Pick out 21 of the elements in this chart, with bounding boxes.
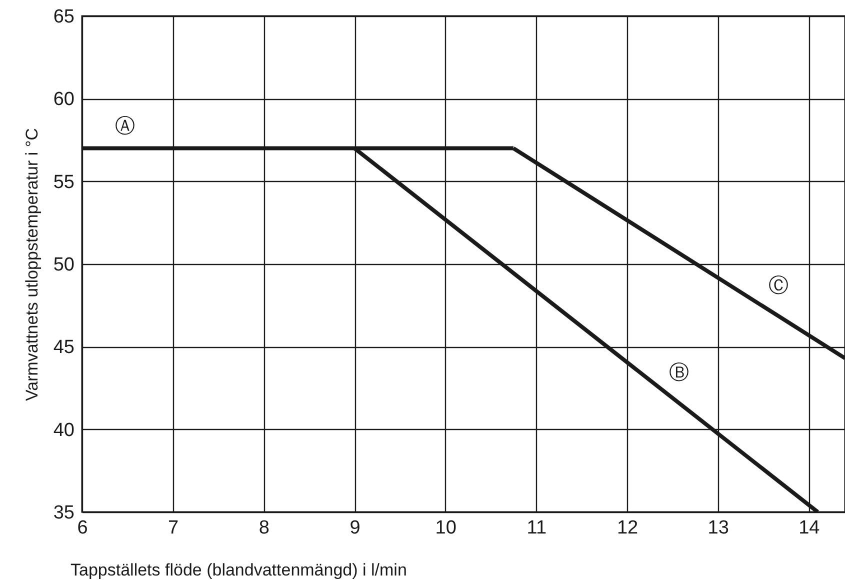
x-axis-title: Tappställets flöde (blandvattenmängd) i l/min: [70, 560, 407, 580]
series-label: Ⓐ: [115, 113, 136, 138]
x-tick-label: 7: [168, 518, 179, 538]
y-tick-label: 35: [53, 502, 74, 524]
x-tick-label: 9: [350, 518, 360, 538]
series-label: Ⓑ: [668, 360, 689, 384]
y-tick-label: 40: [53, 420, 74, 441]
y-axis-title: Varmvattnets utloppstemperatur i °C: [22, 128, 42, 401]
y-tick-label: 55: [53, 172, 74, 193]
x-tick-label: 11: [526, 518, 547, 538]
y-tick-label: 60: [53, 89, 74, 110]
x-tick-label: 14: [798, 518, 820, 538]
x-tick-label: 10: [435, 518, 456, 538]
x-tick-label: 6: [77, 518, 88, 538]
x-tick-label: 13: [708, 518, 729, 538]
x-tick-label: 12: [616, 518, 638, 538]
y-tick-label: 50: [53, 254, 74, 276]
y-tick-label: 65: [53, 6, 74, 28]
x-tick-label: 8: [258, 518, 270, 538]
y-tick-label: 45: [53, 337, 74, 358]
series-label: Ⓒ: [768, 273, 789, 298]
